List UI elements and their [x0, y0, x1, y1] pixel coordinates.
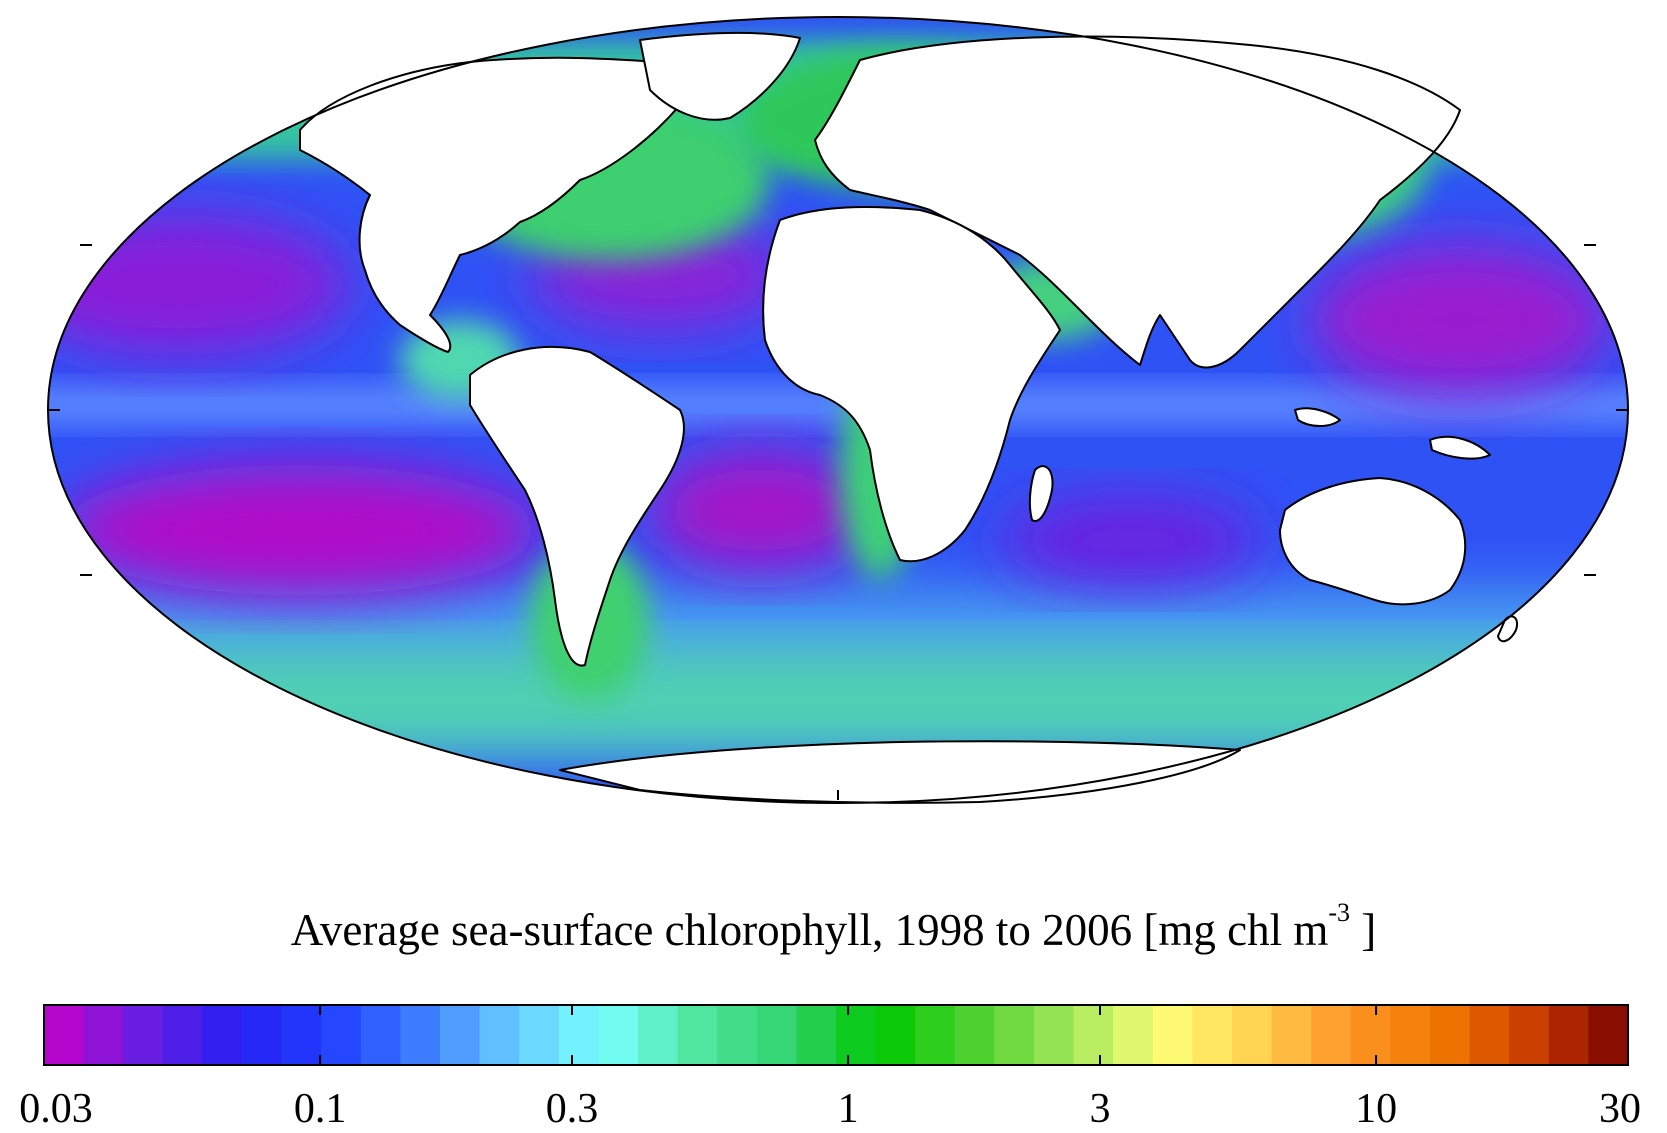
- colorbar-bin: [281, 1005, 322, 1065]
- colorbar-bin: [1311, 1005, 1352, 1065]
- colorbar-title: Average sea-surface chlorophyll, 1998 to…: [0, 900, 1667, 955]
- land-madagascar: [1028, 465, 1054, 522]
- land-africa: [762, 206, 1061, 563]
- colorbar-bin: [1430, 1005, 1471, 1065]
- gyre-south-atlantic: [650, 450, 870, 570]
- colorbar-bin: [162, 1005, 203, 1065]
- colorbar-bin: [202, 1005, 243, 1065]
- gyre-indian: [1000, 495, 1260, 585]
- colorbar-bin: [915, 1005, 956, 1065]
- colorbar-bin: [1350, 1005, 1391, 1065]
- colorbar-bin: [756, 1005, 797, 1065]
- colorbar-tick-label: 30: [1599, 1086, 1641, 1132]
- colorbar-bin: [1192, 1005, 1233, 1065]
- colorbar-bin: [479, 1005, 520, 1065]
- colorbar-bin: [1588, 1005, 1629, 1065]
- colorbar-bin: [558, 1005, 599, 1065]
- land-south-america: [469, 346, 685, 667]
- colorbar-bin: [1152, 1005, 1193, 1065]
- colorbar-bin: [1548, 1005, 1589, 1065]
- colorbar-bin: [1271, 1005, 1312, 1065]
- colorbar-bin: [123, 1005, 164, 1065]
- colorbar-bin: [360, 1005, 401, 1065]
- land-europe-asia: [814, 35, 1461, 369]
- colorbar-bin: [875, 1005, 916, 1065]
- land-masses: [299, 31, 1518, 804]
- world-chlorophyll-map: [47, 16, 1629, 804]
- colorbar-bin: [242, 1005, 283, 1065]
- colorbar-frame: [43, 1004, 1629, 1066]
- colorbar-tick-label: 0.03: [19, 1086, 93, 1132]
- colorbar-tick-label: 3: [1089, 1086, 1111, 1132]
- colorbar-tick-label: 10: [1355, 1086, 1398, 1132]
- gyre-north-pacific-east: [1310, 245, 1610, 395]
- colorbar-bin: [440, 1005, 481, 1065]
- graticule-ticks: [48, 244, 1628, 800]
- colorbar-bin: [598, 1005, 639, 1065]
- colorbar-bin: [954, 1005, 995, 1065]
- colorbar-tick-label: 0.3: [545, 1086, 599, 1132]
- colorbar-tick-label: 1: [837, 1086, 859, 1132]
- gyre-north-pacific-west: [48, 215, 350, 355]
- colorbar-bins: [44, 1005, 1629, 1065]
- colorbar-bin: [994, 1005, 1035, 1065]
- colorbar-bin: [796, 1005, 837, 1065]
- land-north-america: [299, 56, 681, 353]
- colorbar-tick-label: 0.1: [293, 1086, 347, 1132]
- colorbar-bin: [44, 1005, 85, 1065]
- colorbar-bin: [519, 1005, 560, 1065]
- map-canvas: [47, 16, 1629, 804]
- colorbar-bin: [1509, 1005, 1550, 1065]
- colorbar-bin: [1034, 1005, 1075, 1065]
- colorbar-ticks: [43, 1005, 1629, 1065]
- colorbar-bin: [1469, 1005, 1510, 1065]
- colorbar-bin: [1232, 1005, 1273, 1065]
- title-suffix: ]: [1350, 905, 1377, 955]
- colorbar-bin: [836, 1005, 877, 1065]
- colorbar-bin: [677, 1005, 718, 1065]
- colorbar-bin: [400, 1005, 441, 1065]
- colorbar-bin: [321, 1005, 362, 1065]
- colorbar-bin: [638, 1005, 679, 1065]
- colorbar-bin: [1390, 1005, 1431, 1065]
- land-australia: [1279, 477, 1467, 606]
- title-superscript: -3: [1328, 898, 1350, 927]
- colorbar-bin: [717, 1005, 758, 1065]
- land-new-guinea: [1429, 435, 1491, 460]
- title-text: Average sea-surface chlorophyll, 1998 to…: [290, 905, 1329, 955]
- colorbar-bin: [83, 1005, 124, 1065]
- colorbar: [43, 1004, 1629, 1066]
- colorbar-bin: [1113, 1005, 1154, 1065]
- land-indonesia: [1294, 407, 1341, 427]
- colorbar-bin: [1073, 1005, 1114, 1065]
- gyre-south-pacific: [60, 465, 540, 595]
- land-greenland: [639, 31, 801, 121]
